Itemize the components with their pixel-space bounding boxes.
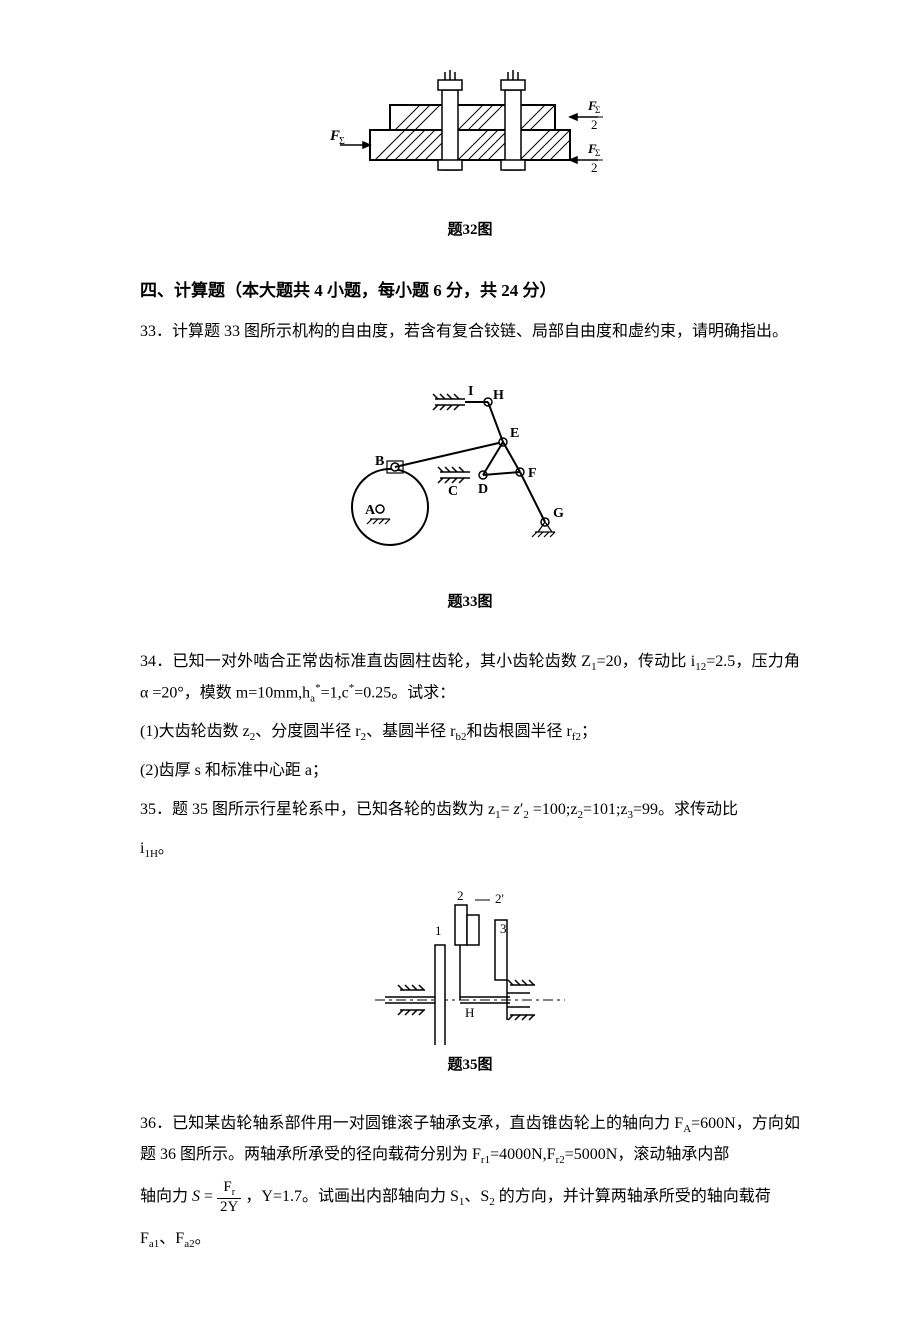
svg-text:E: E xyxy=(510,426,519,441)
fig35-caption: 题35图 xyxy=(140,1051,800,1080)
problem-34-sub1: (1)大齿轮齿数 z2、分度圆半径 r2、基圆半径 rb2和齿根圆半径 rf2； xyxy=(140,717,800,748)
problem-34-sub2: (2)齿厚 s 和标准中心距 a； xyxy=(140,756,800,786)
svg-text:F: F xyxy=(528,466,537,481)
svg-text:C: C xyxy=(448,484,458,499)
problem-36-line1: 36．已知某齿轮轴系部件用一对圆锥滚子轴承支承，直齿锥齿轮上的轴向力 FA=60… xyxy=(140,1109,800,1171)
svg-text:H: H xyxy=(493,388,504,403)
svg-text:B: B xyxy=(375,454,384,469)
problem-36-line3: Fa1、Fa2。 xyxy=(140,1224,800,1255)
svg-text:I: I xyxy=(468,384,473,399)
fig35-svg: 1 H 2 2' 3 xyxy=(365,885,575,1045)
fig32-caption: 题32图 xyxy=(140,216,800,245)
problem-35: 35．题 35 图所示行星轮系中，已知各轮的齿数为 z1= z′2 =100;z… xyxy=(140,795,800,826)
problem-34-line1: 34．已知一对外啮合正常齿标准直齿圆柱齿轮，其小齿轮齿数 Z1=20，传动比 i… xyxy=(140,647,800,709)
svg-text:2: 2 xyxy=(457,888,464,903)
svg-text:Σ: Σ xyxy=(595,148,600,158)
figure-32: F Σ F Σ 2 F Σ 2 题32图 xyxy=(140,60,800,245)
problem-35-tail: i1H。 xyxy=(140,834,800,865)
svg-text:1: 1 xyxy=(435,923,442,938)
svg-text:G: G xyxy=(553,506,564,521)
problem-36-line2: 轴向力 S = Fr2Y ，Y=1.7。试画出内部轴向力 S1、S2 的方向，并… xyxy=(140,1179,800,1216)
svg-text:D: D xyxy=(478,482,488,497)
svg-text:A: A xyxy=(365,503,376,518)
figure-33: A B C D E H xyxy=(140,367,800,617)
svg-text:2: 2 xyxy=(591,160,598,175)
section4-heading: 四、计算题（本大题共 4 小题，每小题 6 分，共 24 分） xyxy=(140,275,800,307)
problem-33: 33．计算题 33 图所示机构的自由度，若含有复合铰链、局部自由度和虚约束，请明… xyxy=(140,317,800,347)
svg-text:Σ: Σ xyxy=(339,136,345,147)
svg-text:2: 2 xyxy=(591,117,598,132)
fig33-caption: 题33图 xyxy=(140,588,800,617)
svg-text:3: 3 xyxy=(500,921,507,936)
svg-text:H: H xyxy=(465,1005,474,1020)
figure-35: 1 H 2 2' 3 题35图 xyxy=(140,885,800,1080)
fig33-svg: A B C D E H xyxy=(335,367,605,582)
svg-text:2': 2' xyxy=(495,891,504,906)
svg-text:Σ: Σ xyxy=(595,105,600,115)
fig32-svg: F Σ F Σ 2 F Σ 2 xyxy=(330,60,610,210)
